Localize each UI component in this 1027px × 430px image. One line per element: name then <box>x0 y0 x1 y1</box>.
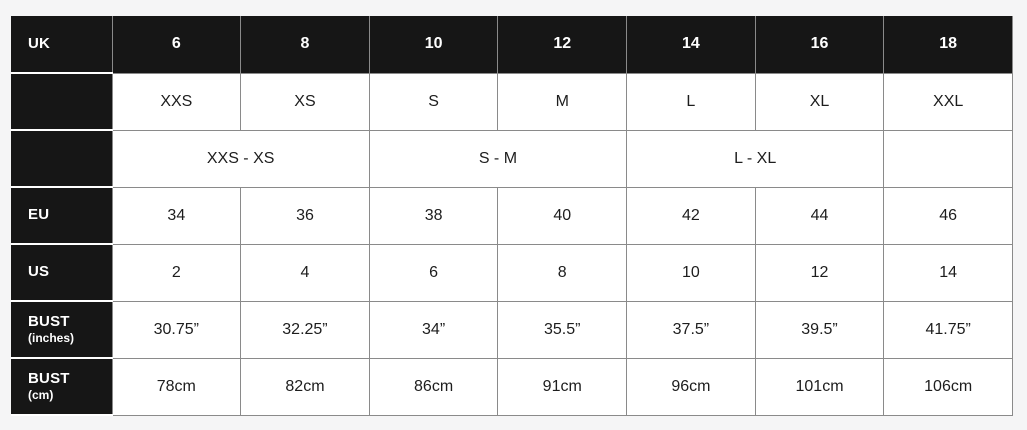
header-row: UK 6 8 10 12 14 16 18 <box>11 16 1013 74</box>
row-sublabel: (inches) <box>28 331 75 346</box>
size-value-cell: 101cm <box>754 357 885 416</box>
size-value-cell: 86cm <box>368 357 499 416</box>
size-value-cell: 78cm <box>111 357 242 416</box>
size-value-cell: 34” <box>368 300 499 359</box>
size-value-cell: 32.25” <box>240 300 370 359</box>
size-value-cell: 106cm <box>883 357 1013 416</box>
size-value-cell: L - XL <box>626 129 885 188</box>
row-label: US <box>28 263 50 281</box>
size-header-cell: 10 <box>368 16 499 74</box>
size-value-cell: M <box>497 72 628 131</box>
row-label-cell: UK <box>11 16 113 74</box>
size-value-cell: 44 <box>754 186 885 245</box>
size-value-cell: XS <box>240 72 370 131</box>
row-sublabel: (cm) <box>28 388 54 403</box>
row-label: BUST <box>28 312 70 330</box>
size-value-cell: 46 <box>883 186 1013 245</box>
size-header-cell: 14 <box>626 16 756 74</box>
size-value-cell: 2 <box>111 243 242 302</box>
row-label-cell <box>11 129 113 188</box>
table-row: XXS XS S M L XL XXL <box>11 72 1013 131</box>
row-label-cell: BUST (cm) <box>11 357 113 416</box>
table-row: US 2 4 6 8 10 12 14 <box>11 243 1013 302</box>
table-row: BUST (cm) 78cm 82cm 86cm 91cm 96cm 101cm 106cm <box>11 357 1013 416</box>
size-value-cell <box>883 129 1013 188</box>
size-header-cell: 8 <box>240 16 370 74</box>
size-chart-container: UK 6 8 10 12 14 16 18 XXS XS S M L XL XXL XXS - XS S - M… <box>11 16 1013 416</box>
size-value-cell: XXS <box>111 72 242 131</box>
row-label-cell <box>11 72 113 131</box>
size-chart-body: UK 6 8 10 12 14 16 18 XXS XS S M L XL XXL XXS - XS S - M… <box>11 16 1013 416</box>
size-value-cell: 40 <box>497 186 628 245</box>
size-value-cell: 38 <box>368 186 499 245</box>
size-chart-table: UK 6 8 10 12 14 16 18 XXS XS S M L XL XXL XXS - XS S - M… <box>11 16 1013 416</box>
size-header-cell: 12 <box>497 16 628 74</box>
size-value-cell: XXL <box>883 72 1013 131</box>
size-header-cell: 18 <box>883 16 1013 74</box>
size-value-cell: 34 <box>111 186 242 245</box>
size-value-cell: 39.5” <box>754 300 885 359</box>
size-header-cell: 16 <box>754 16 885 74</box>
table-row: EU 34 36 38 40 42 44 46 <box>11 186 1013 245</box>
size-value-cell: 41.75” <box>883 300 1013 359</box>
size-value-cell: 96cm <box>626 357 756 416</box>
size-value-cell: 30.75” <box>111 300 242 359</box>
row-label: EU <box>28 206 50 224</box>
size-value-cell: 6 <box>368 243 499 302</box>
size-value-cell: 42 <box>626 186 756 245</box>
size-value-cell: 82cm <box>240 357 370 416</box>
size-value-cell: S - M <box>368 129 628 188</box>
size-value-cell: S <box>368 72 499 131</box>
table-row: BUST (inches) 30.75” 32.25” 34” 35.5” 37.5” 39.… <box>11 300 1013 359</box>
row-label-cell: US <box>11 243 113 302</box>
size-header-cell: 6 <box>111 16 242 74</box>
size-value-cell: XL <box>754 72 885 131</box>
size-value-cell: 12 <box>754 243 885 302</box>
row-label: BUST <box>28 369 70 387</box>
row-label: UK <box>28 34 51 52</box>
size-value-cell: L <box>626 72 756 131</box>
size-value-cell: 14 <box>883 243 1013 302</box>
size-value-cell: 10 <box>626 243 756 302</box>
size-value-cell: 8 <box>497 243 628 302</box>
size-value-cell: 37.5” <box>626 300 756 359</box>
row-label-cell: EU <box>11 186 113 245</box>
size-value-cell: 91cm <box>497 357 628 416</box>
size-value-cell: 35.5” <box>497 300 628 359</box>
size-value-cell: XXS - XS <box>111 129 370 188</box>
size-value-cell: 4 <box>240 243 370 302</box>
size-value-cell: 36 <box>240 186 370 245</box>
row-label-cell: BUST (inches) <box>11 300 113 359</box>
